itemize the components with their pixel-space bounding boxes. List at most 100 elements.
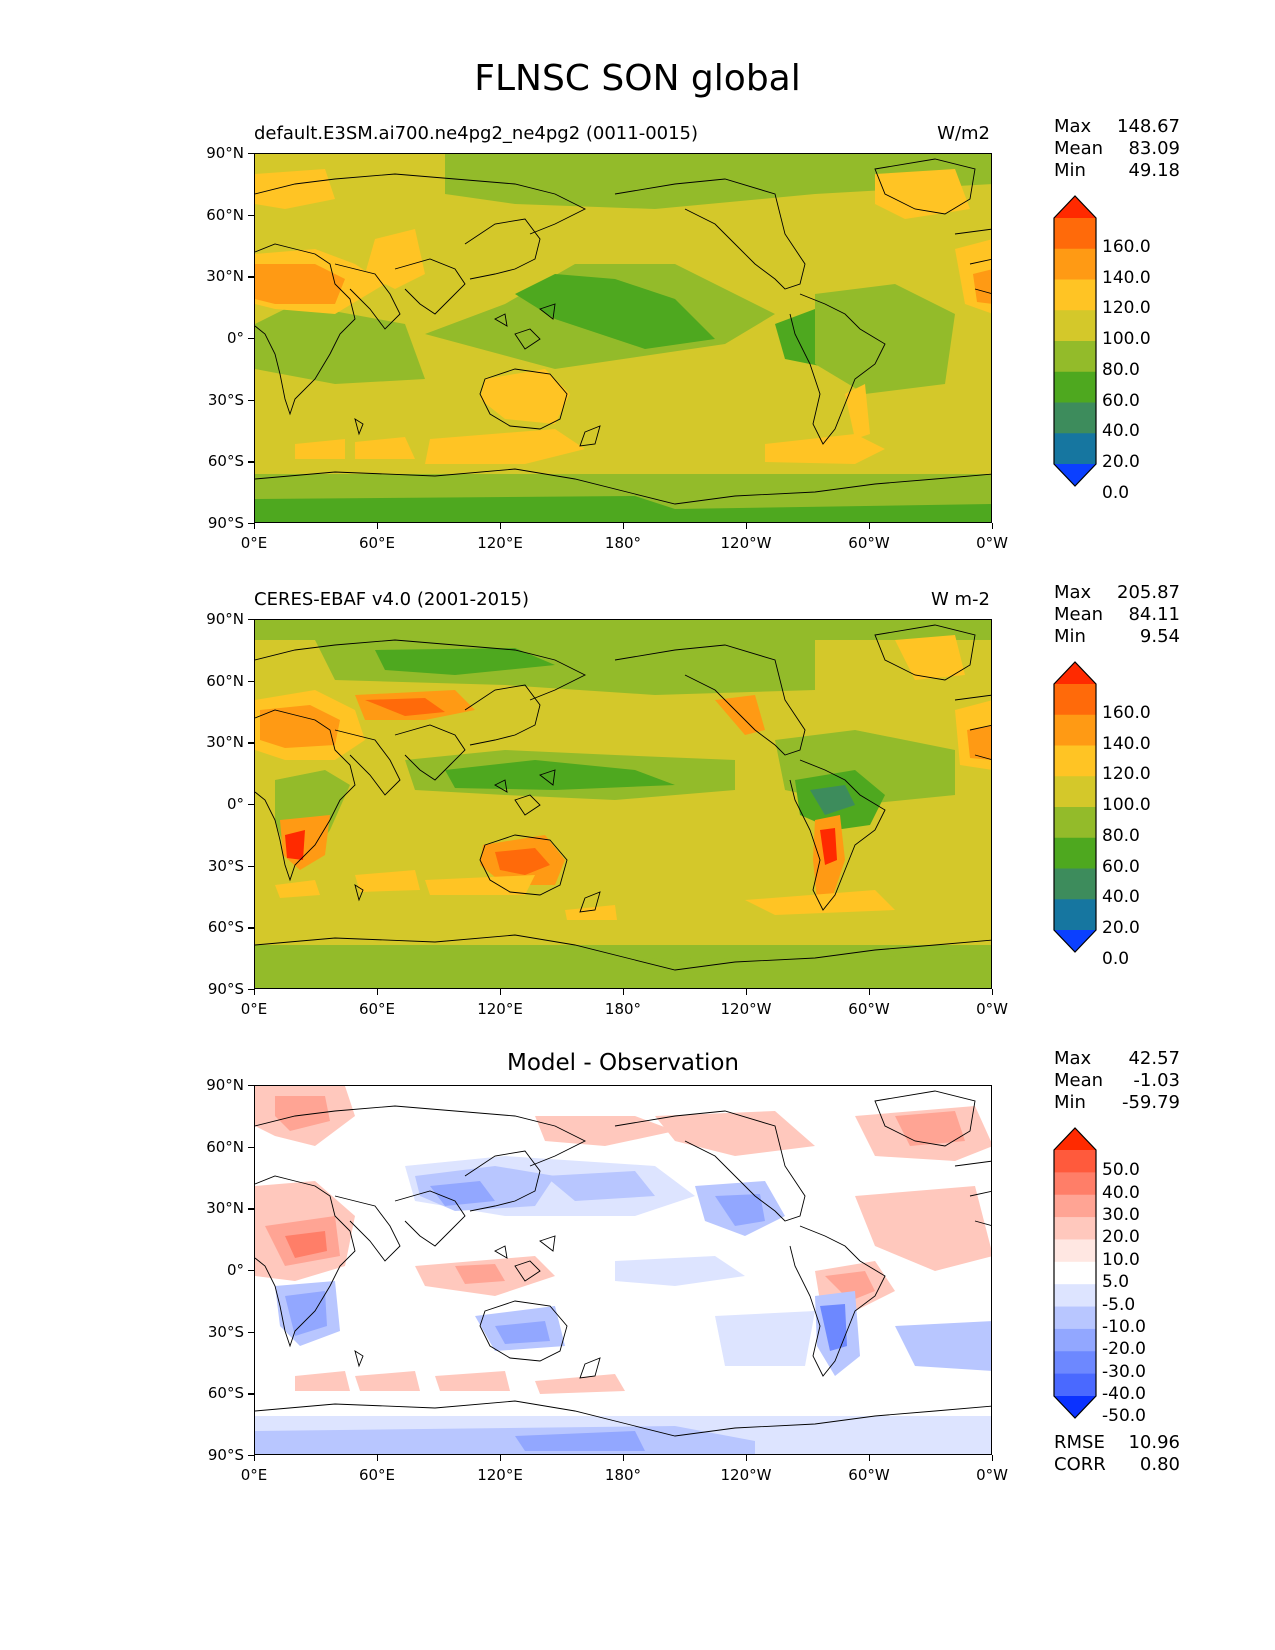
colorbar-tick-label: 0.0 bbox=[1102, 948, 1130, 969]
panel-1-map-svg bbox=[255, 154, 991, 522]
colorbar-tick-label: 80.0 bbox=[1102, 825, 1140, 846]
colorbar-segment bbox=[1054, 341, 1096, 373]
so-pos-1 bbox=[295, 1371, 350, 1391]
colorbar-tick-label: 60.0 bbox=[1102, 856, 1140, 877]
x-tick-mark bbox=[377, 989, 379, 995]
colorbar-tick-label: 20.0 bbox=[1102, 918, 1140, 938]
panel-1-title-left: default.E3SM.ai700.ne4pg2_ne4pg2 (0011-0… bbox=[254, 123, 699, 144]
colorbar-segment bbox=[1054, 868, 1096, 900]
stat-corr: CORR 0.80 bbox=[1054, 1454, 1180, 1475]
stat-max: Max 148.67 bbox=[1054, 116, 1180, 137]
stat-max: Max 205.87 bbox=[1054, 582, 1180, 603]
y-tick-label: 90°S bbox=[207, 514, 244, 532]
colorbar-tick-label: 50.0 bbox=[1102, 1160, 1140, 1181]
panel-3-title: Model - Observation bbox=[506, 1050, 740, 1076]
andes-negative-core bbox=[820, 1304, 847, 1351]
x-tick-label: 0°W bbox=[976, 534, 1008, 552]
alaska-positive bbox=[655, 1111, 815, 1156]
x-tick-mark bbox=[377, 1455, 379, 1461]
y-tick-label: 30°N bbox=[206, 1199, 244, 1218]
warm-pool-core bbox=[445, 760, 675, 790]
colorbar-segment bbox=[1054, 310, 1096, 342]
colorbar-segment bbox=[1054, 837, 1096, 869]
x-tick-label: 180° bbox=[604, 1466, 642, 1484]
colorbar-extend-min bbox=[1054, 930, 1096, 952]
so-pos-2 bbox=[355, 1371, 420, 1391]
x-tick-label: 60°E bbox=[358, 534, 396, 552]
europe-yellow bbox=[255, 169, 335, 209]
colorbar-tick-label: 5.0 bbox=[1102, 1272, 1130, 1293]
colorbar-segment bbox=[1054, 714, 1096, 746]
colorbar-tick-label: 60.0 bbox=[1102, 390, 1140, 411]
colorbar-segment bbox=[1054, 218, 1096, 250]
panel-1-map bbox=[254, 153, 992, 523]
coastlines bbox=[255, 624, 991, 971]
colorbar-segment bbox=[1054, 402, 1096, 434]
y-tick-mark bbox=[248, 619, 254, 621]
y-tick-label: 60°S bbox=[207, 918, 244, 937]
y-tick-label: 90°N bbox=[206, 610, 244, 628]
x-tick-label: 180° bbox=[604, 1000, 642, 1018]
colorbar-segment bbox=[1054, 1217, 1096, 1240]
patagonia-yellow bbox=[845, 384, 870, 439]
y-tick-mark bbox=[248, 338, 254, 340]
arabia-red bbox=[365, 698, 445, 716]
greenland-yellow bbox=[895, 635, 965, 680]
stat-mean: Mean -1.03 bbox=[1054, 1070, 1180, 1091]
so-patch-1 bbox=[295, 439, 345, 459]
colorbar-segment bbox=[1054, 745, 1096, 777]
y-tick-label: 60°N bbox=[206, 671, 244, 690]
y-tick-label: 60°S bbox=[207, 1384, 244, 1403]
x-tick-label: 0°E bbox=[240, 1466, 268, 1484]
colorbar-segment bbox=[1054, 1194, 1096, 1218]
arctic-band bbox=[445, 154, 991, 209]
stat-mean: Mean 84.11 bbox=[1054, 604, 1180, 625]
x-tick-label: 60°E bbox=[358, 1000, 396, 1018]
x-tick-mark bbox=[500, 1455, 502, 1461]
colorbar-tick-label: 0.0 bbox=[1102, 482, 1130, 503]
y-tick-mark bbox=[248, 1331, 254, 1333]
atlantic-positive bbox=[855, 1186, 991, 1271]
antarctic-negative-core bbox=[515, 1431, 645, 1451]
y-tick-mark bbox=[248, 399, 254, 401]
y-tick-mark bbox=[248, 523, 254, 525]
y-tick-mark bbox=[248, 214, 254, 216]
stat-min: Min -59.79 bbox=[1054, 1092, 1180, 1113]
colorbar-tick-label: 160.0 bbox=[1102, 702, 1151, 723]
x-tick-mark bbox=[992, 523, 994, 529]
europe-positive-core bbox=[275, 1096, 330, 1131]
atlantic-green bbox=[815, 284, 955, 394]
stat-mean: Mean 83.09 bbox=[1054, 138, 1180, 159]
y-tick-label: 90°S bbox=[207, 1446, 244, 1464]
so-patch-2 bbox=[355, 437, 415, 459]
x-tick-label: 120°E bbox=[477, 1466, 523, 1484]
x-tick-mark bbox=[992, 1455, 994, 1461]
panel-2-title-left: CERES-EBAF v4.0 (2001-2015) bbox=[254, 589, 530, 610]
colorbar-segment bbox=[1054, 371, 1096, 403]
so-patch-2 bbox=[355, 870, 420, 892]
x-tick-label: 180° bbox=[604, 534, 642, 552]
x-tick-mark bbox=[746, 523, 748, 529]
y-tick-label: 30°N bbox=[206, 267, 244, 286]
stat-min: Min 49.18 bbox=[1054, 160, 1180, 181]
y-tick-mark bbox=[248, 1270, 254, 1272]
x-tick-label: 120°E bbox=[477, 1000, 523, 1018]
colorbar-segment bbox=[1054, 1328, 1096, 1352]
x-tick-mark bbox=[623, 1455, 625, 1461]
y-tick-mark bbox=[248, 989, 254, 991]
x-tick-label: 60°W bbox=[848, 534, 890, 552]
panel-2-map-svg bbox=[255, 620, 991, 988]
x-tick-mark bbox=[500, 989, 502, 995]
colorbar-tick-label: 140.0 bbox=[1102, 267, 1151, 288]
so-pos-4 bbox=[535, 1374, 625, 1394]
x-tick-label: 0°E bbox=[240, 534, 268, 552]
x-tick-mark bbox=[623, 989, 625, 995]
stat-min: Min 9.54 bbox=[1054, 626, 1180, 647]
colorbar-segment bbox=[1054, 1306, 1096, 1330]
colorbar-tick-label: 20.0 bbox=[1102, 1227, 1140, 1248]
y-tick-label: 30°S bbox=[207, 390, 244, 409]
colorbar-tick-label: 160.0 bbox=[1102, 236, 1151, 257]
y-tick-label: 90°N bbox=[206, 1076, 244, 1094]
sepacific-negative bbox=[715, 1311, 815, 1366]
colorbar-segment bbox=[1054, 433, 1096, 465]
